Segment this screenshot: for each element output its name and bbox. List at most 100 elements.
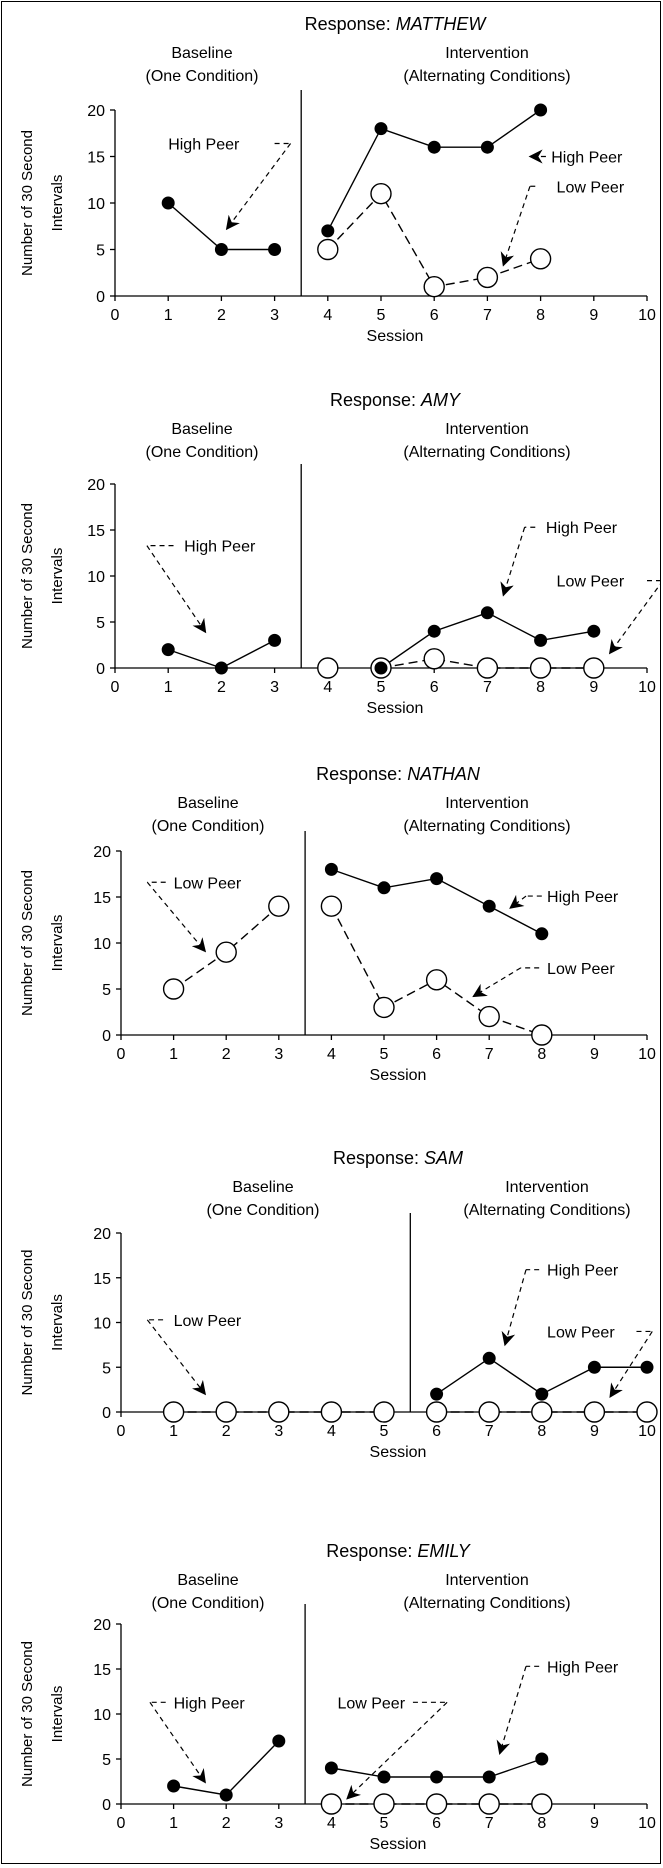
y-tick-label: 10 (93, 1707, 111, 1724)
intervention-sublabel: (Alternating Conditions) (403, 68, 570, 85)
y-tick-label: 20 (87, 103, 105, 120)
intervention-label: Intervention (445, 45, 529, 62)
data-point-high-peer (482, 899, 496, 913)
x-tick-label: 2 (217, 679, 226, 696)
x-tick-label: 7 (483, 679, 492, 696)
y-tick-label: 0 (96, 661, 105, 678)
x-tick-label: 6 (432, 1046, 441, 1063)
data-point-high-peer (324, 862, 338, 876)
data-point-low-peer (317, 238, 339, 261)
y-axis-label-line2: Intervals (49, 175, 66, 232)
data-point-high-peer (214, 661, 228, 675)
y-tick-label: 5 (96, 243, 105, 260)
annotation-arrow (500, 527, 526, 597)
data-point-high-peer (427, 140, 441, 154)
y-axis-label-line2: Intervals (49, 915, 66, 972)
y-tick-label: 5 (102, 1360, 111, 1377)
x-tick-label: 9 (589, 679, 598, 696)
data-point-high-peer (430, 1770, 444, 1784)
x-tick-label: 2 (217, 307, 226, 324)
data-point-low-peer (425, 1401, 448, 1423)
intervention-label: Intervention (445, 1572, 529, 1589)
data-point-low-peer (531, 1401, 553, 1423)
annotation-arrow (509, 894, 527, 909)
x-tick-label: 2 (222, 1046, 231, 1063)
x-tick-label: 9 (589, 307, 598, 324)
title-subject: MATTHEW (396, 14, 488, 34)
data-point-high-peer (161, 643, 175, 657)
x-tick-label: 5 (377, 307, 386, 324)
data-point-low-peer (320, 1793, 343, 1815)
y-tick-label: 15 (93, 1662, 111, 1679)
x-tick-label: 7 (485, 1423, 494, 1440)
y-axis-label-line1: Number of 30 Second (19, 1250, 36, 1396)
x-tick-label: 9 (590, 1815, 599, 1832)
data-point-high-peer (272, 1734, 286, 1748)
x-tick-label: 1 (169, 1815, 178, 1832)
data-point-high-peer (430, 872, 444, 886)
data-point-high-peer (482, 1351, 496, 1365)
y-tick-label: 10 (93, 936, 111, 953)
series-line-low-peer (327, 192, 541, 288)
data-point-low-peer (162, 978, 185, 1000)
data-point-low-peer (636, 1401, 658, 1423)
annotation-arrow (609, 1331, 653, 1398)
y-tick-label: 15 (87, 150, 105, 167)
intervention-label: Intervention (505, 1179, 589, 1196)
data-point-low-peer (268, 1401, 290, 1423)
x-tick-label: 5 (380, 1046, 389, 1063)
data-point-low-peer (476, 266, 499, 289)
data-point-low-peer (373, 1793, 395, 1815)
series-line-high-peer (167, 202, 275, 251)
chart-title: Response: EMILY (326, 1541, 471, 1561)
data-point-high-peer (427, 624, 441, 638)
annotation-label: Low Peer (547, 961, 615, 978)
x-tick-label: 10 (638, 1046, 656, 1063)
data-point-low-peer (425, 1793, 448, 1815)
data-point-high-peer (480, 606, 494, 620)
chart-panel-sam: Response: SAM Baseline (One Condition) Inte… (19, 1148, 658, 1461)
data-point-low-peer (215, 1401, 237, 1423)
y-axis-label-line1: Number of 30 Second (19, 503, 36, 649)
annotation-arrow (146, 1319, 207, 1396)
y-tick-label: 20 (93, 1617, 111, 1634)
baseline-sublabel: (One Condition) (146, 68, 259, 85)
data-point-low-peer (583, 1401, 606, 1423)
data-point-high-peer (535, 1387, 549, 1401)
annotation-label: Low Peer (557, 574, 625, 591)
x-tick-label: 3 (270, 679, 279, 696)
data-point-high-peer (268, 243, 282, 256)
x-tick-label: 8 (537, 1815, 546, 1832)
chart-title: Response: AMY (330, 390, 462, 410)
y-tick-label: 10 (87, 569, 105, 586)
data-point-low-peer (529, 248, 552, 270)
x-tick-label: 0 (117, 1815, 126, 1832)
intervention-label: Intervention (445, 795, 529, 812)
annotation-arrow (146, 881, 207, 953)
data-point-low-peer (531, 1024, 553, 1046)
y-tick-label: 15 (87, 523, 105, 540)
baseline-sublabel: (One Condition) (152, 1595, 265, 1612)
series-line-high-peer (173, 1740, 280, 1796)
data-point-low-peer (423, 648, 445, 670)
annotation-arrow (496, 1666, 527, 1755)
x-tick-label: 5 (380, 1423, 389, 1440)
data-point-low-peer (317, 657, 339, 679)
annotation-arrow (346, 1701, 448, 1800)
data-point-low-peer (476, 657, 499, 679)
y-tick-label: 15 (93, 1271, 111, 1288)
x-tick-label: 2 (222, 1815, 231, 1832)
data-point-low-peer (162, 1401, 185, 1423)
annotation-arrow (472, 967, 522, 998)
y-axis-label-line2: Intervals (49, 1686, 66, 1743)
y-tick-label: 0 (102, 1797, 111, 1814)
intervention-sublabel: (Alternating Conditions) (403, 444, 570, 461)
data-point-low-peer (320, 895, 343, 917)
y-axis-label-line1: Number of 30 Second (19, 870, 36, 1016)
data-point-low-peer (478, 1793, 500, 1815)
annotation-arrow (500, 186, 531, 267)
x-tick-label: 1 (169, 1046, 178, 1063)
data-point-low-peer (373, 1401, 395, 1423)
data-point-high-peer (268, 633, 282, 647)
